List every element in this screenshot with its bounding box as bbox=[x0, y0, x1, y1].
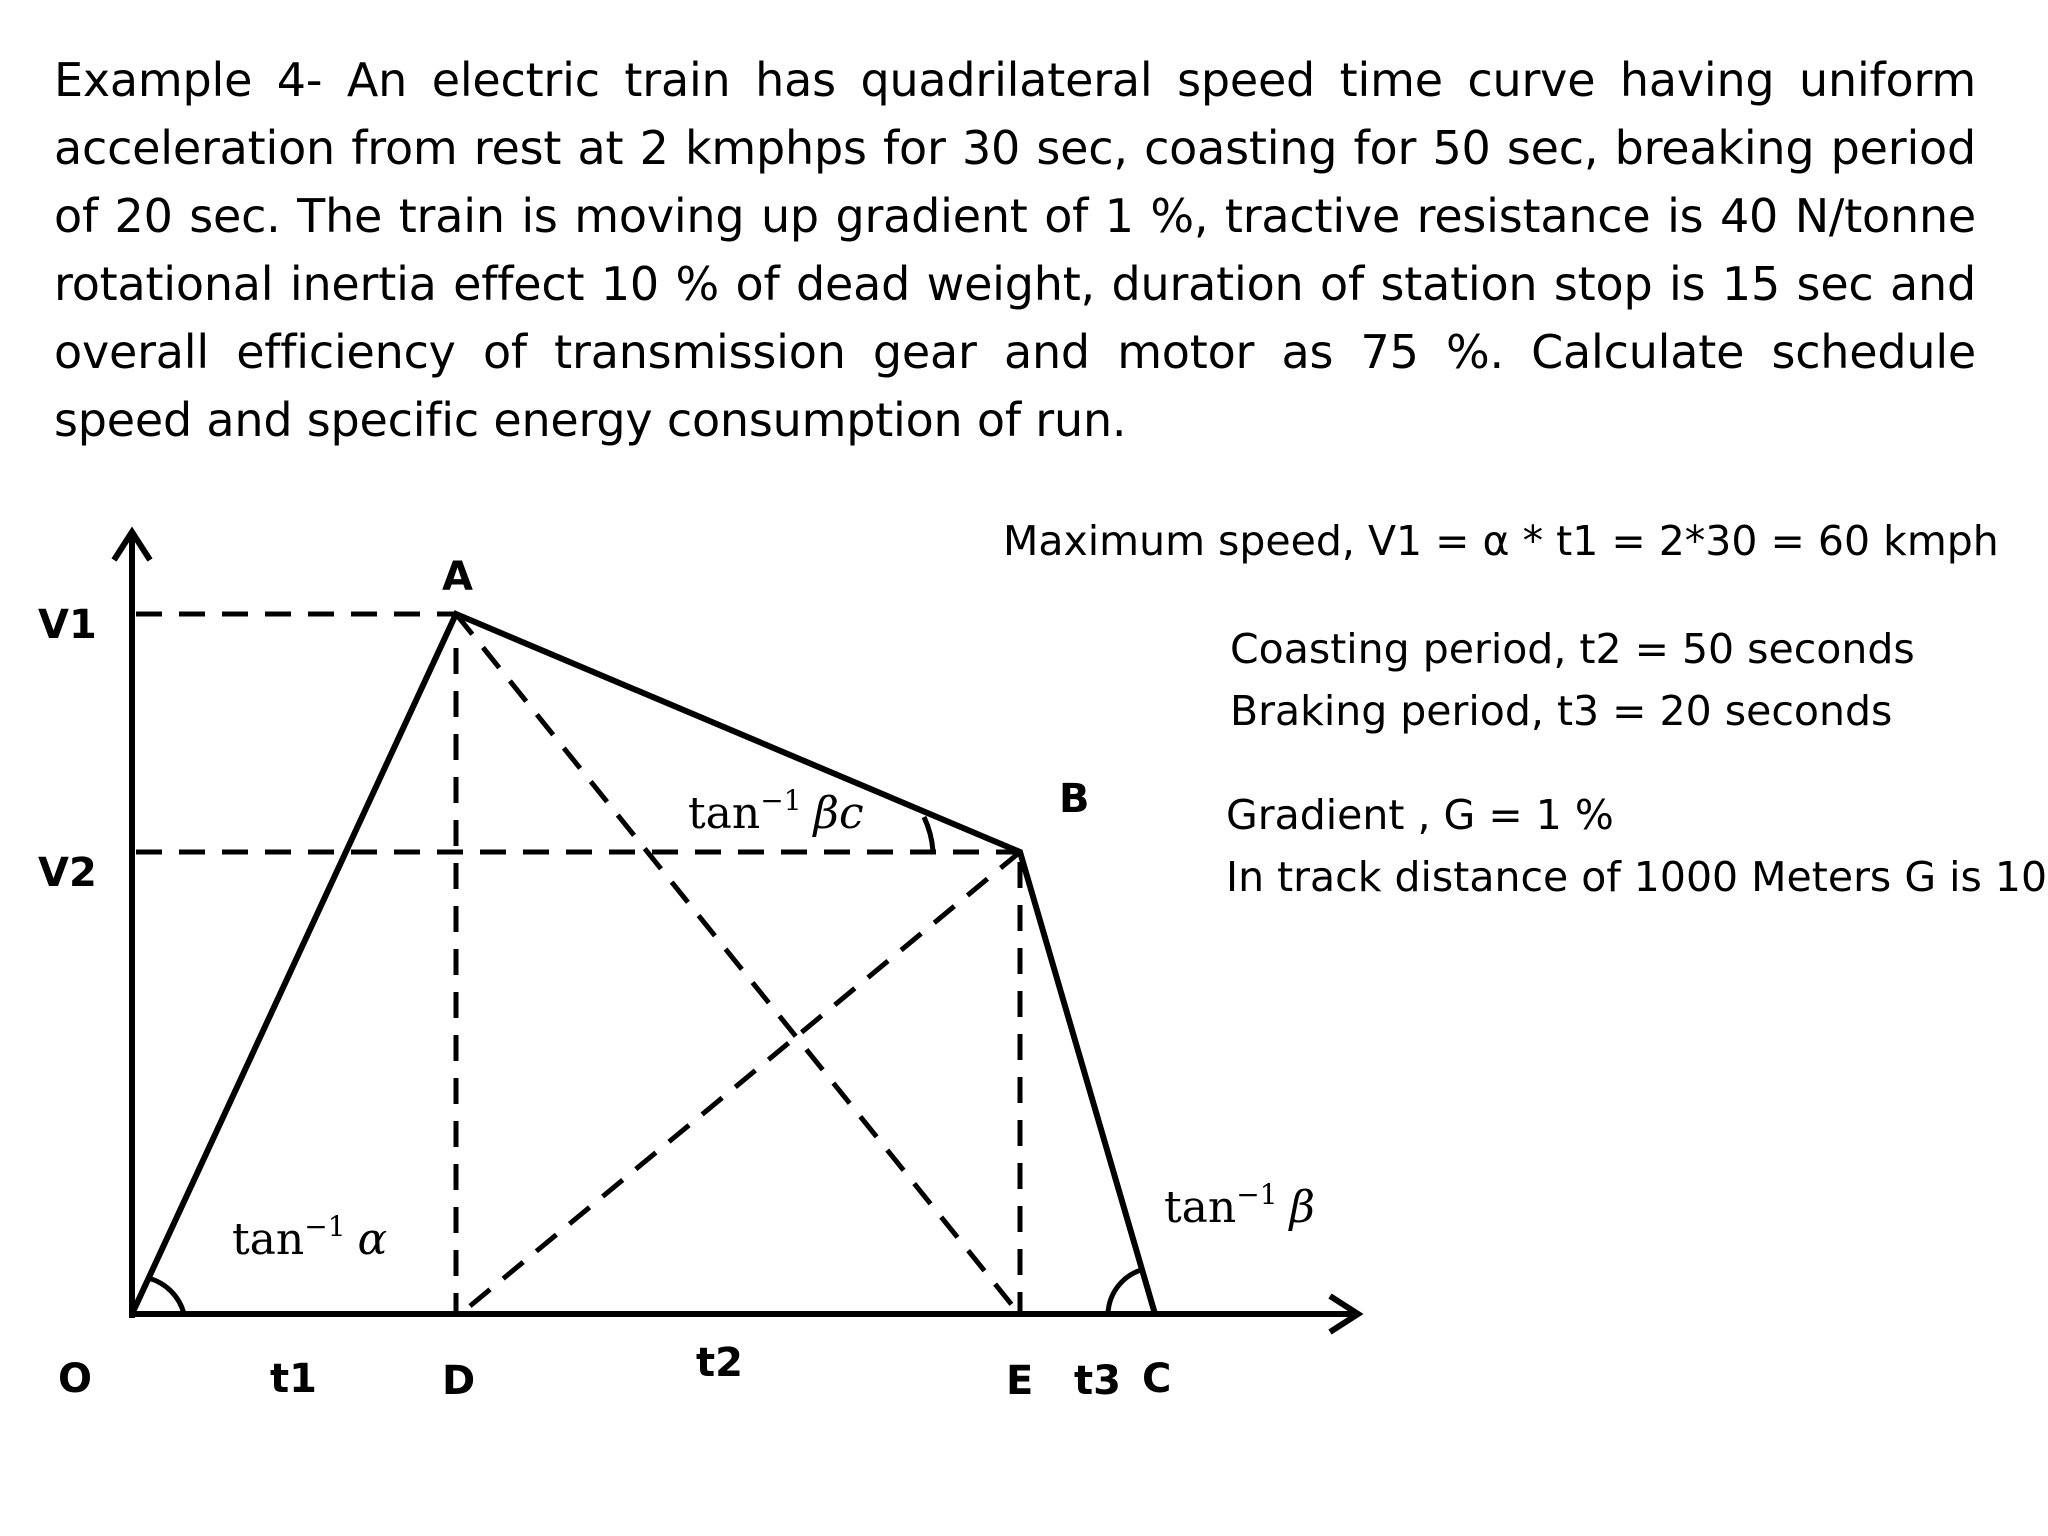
max-speed-note: Maximum speed, V1 = α * t1 = 2*30 = 60 k… bbox=[1003, 517, 1999, 565]
gradient-note: Gradient , G = 1 % bbox=[1226, 791, 1614, 839]
tan-inverse-beta-label: tan−1 β bbox=[1164, 1178, 1315, 1233]
problem-statement: Example 4- An electric train has quadril… bbox=[54, 53, 1976, 447]
beta-c-angle-arc bbox=[921, 815, 936, 852]
t2-label: t2 bbox=[696, 1340, 743, 1386]
alpha-angle-arc bbox=[147, 1275, 187, 1315]
track-note: In track distance of 1000 Meters G is 10 bbox=[1226, 853, 2048, 901]
point-a-label: A bbox=[442, 554, 473, 600]
point-d-label: D bbox=[442, 1358, 475, 1404]
v1-label: V1 bbox=[38, 602, 97, 648]
point-c-label: C bbox=[1142, 1356, 1171, 1402]
speed-time-curve bbox=[129, 610, 1158, 1316]
v2-label: V2 bbox=[38, 850, 97, 896]
tan-inverse-beta-c-label: tan−1 βc bbox=[688, 784, 864, 839]
braking-note: Braking period, t3 = 20 seconds bbox=[1230, 687, 1893, 735]
t1-label: t1 bbox=[270, 1356, 317, 1402]
t3-label: t3 bbox=[1074, 1358, 1121, 1404]
point-b-label: B bbox=[1059, 776, 1090, 822]
beta-angle-arc bbox=[1105, 1267, 1142, 1315]
point-e-label: E bbox=[1006, 1358, 1033, 1404]
tan-inverse-alpha-label: tan−1 α bbox=[232, 1210, 387, 1265]
point-o-label: O bbox=[58, 1356, 92, 1402]
coasting-note: Coasting period, t2 = 50 seconds bbox=[1230, 625, 1915, 673]
db-dashed-diagonal bbox=[468, 850, 1022, 1308]
ae-dashed-diagonal bbox=[454, 612, 1018, 1312]
speed-axis-arrow-icon bbox=[111, 526, 153, 562]
time-axis-arrow-icon bbox=[1328, 1293, 1364, 1335]
